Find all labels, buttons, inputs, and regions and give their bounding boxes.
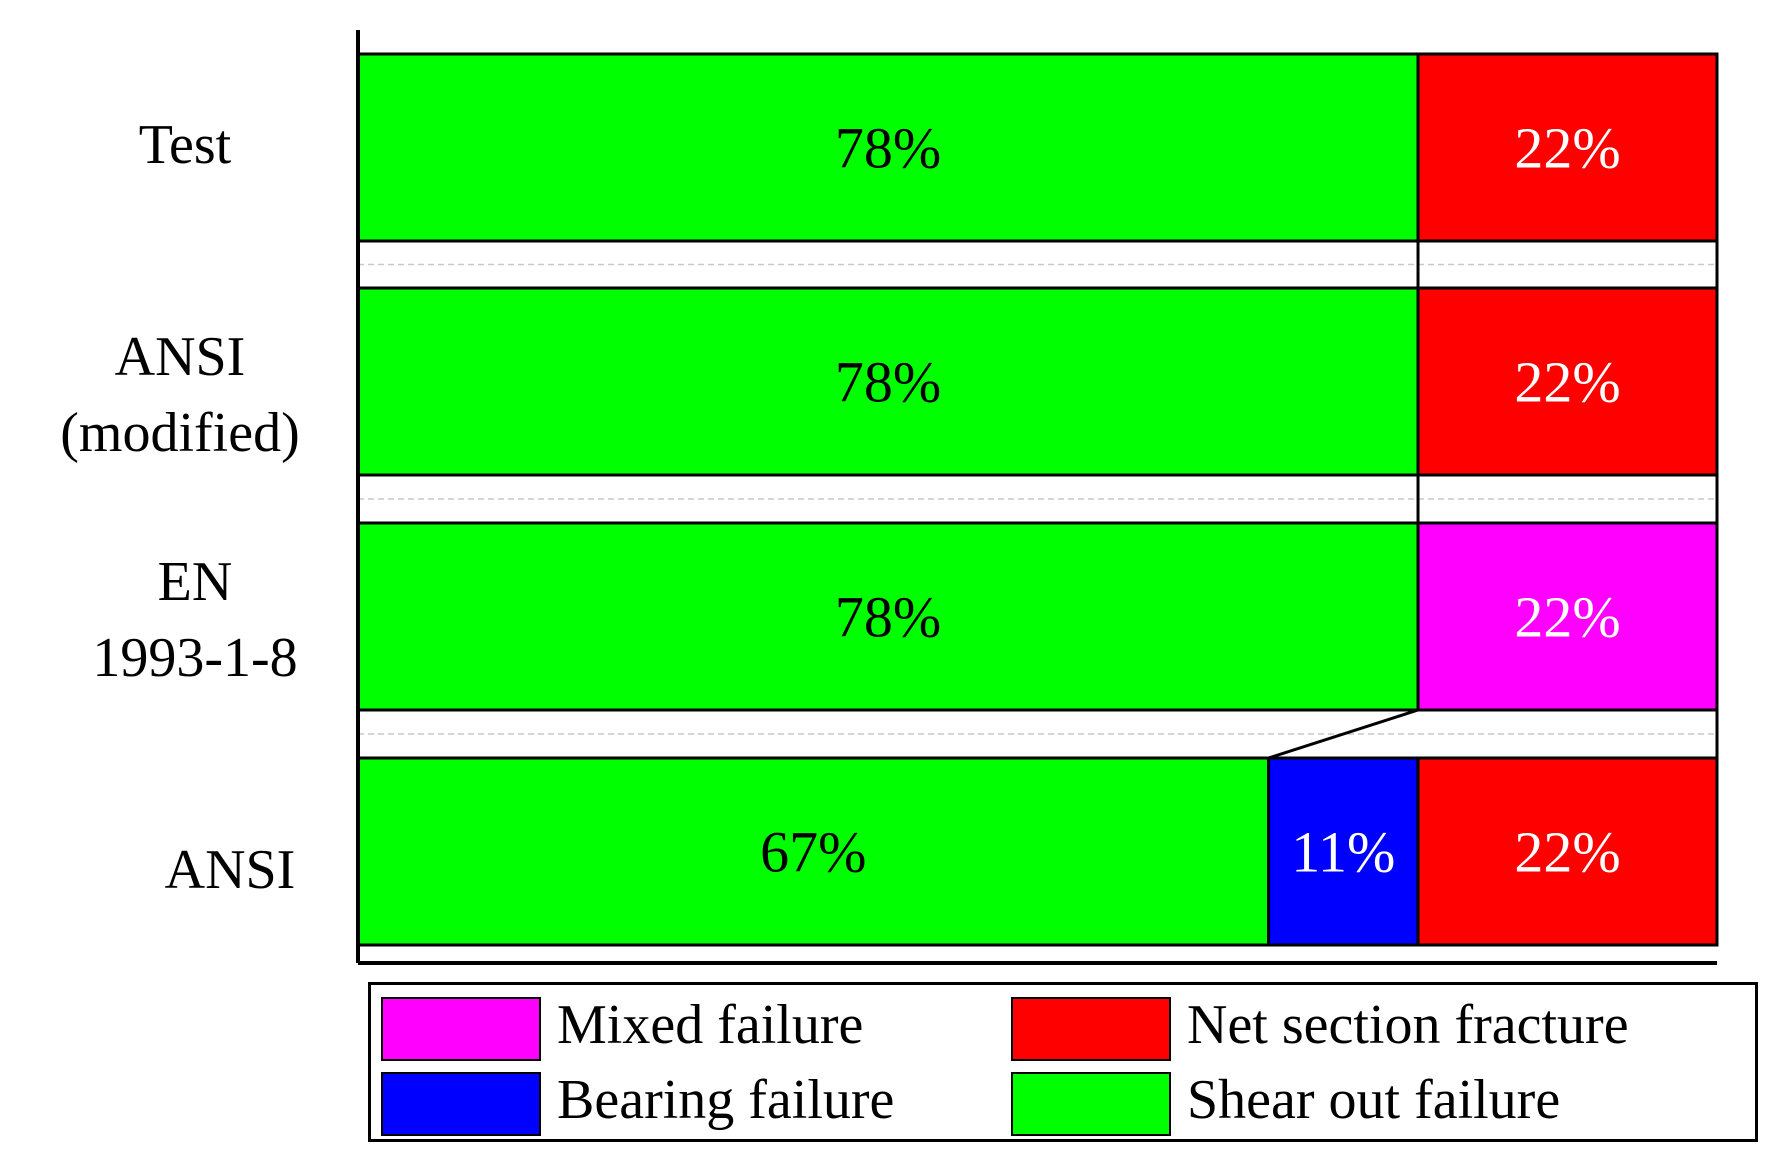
legend: Mixed failure Net section fracture Beari… (368, 982, 1758, 1142)
bar-segment-shear-out-failure (356, 52, 1420, 243)
data-label: 22% (1514, 820, 1620, 885)
data-label: 22% (1514, 350, 1620, 415)
bar-segment-mixed-failure (1416, 521, 1719, 712)
legend-swatch-shear-out (1011, 1072, 1171, 1136)
data-label: 78% (835, 585, 941, 650)
bar-segment-net-section-fracture (1416, 286, 1719, 477)
bar-segment-shear-out-failure (356, 756, 1271, 947)
data-label: 22% (1514, 585, 1620, 650)
data-label: 67% (760, 820, 866, 885)
data-label: 11% (1291, 820, 1395, 885)
legend-swatch-bearing (381, 1072, 541, 1136)
legend-label-shear-out: Shear out failure (1187, 1069, 1561, 1131)
legend-swatch-mixed (381, 997, 541, 1061)
category-label-line: EN (157, 551, 233, 613)
category-label: ANSI (modified) (20, 319, 340, 471)
category-label-line: 1993-1-8 (92, 627, 298, 689)
bar-segment-net-section-fracture (1416, 756, 1719, 947)
legend-swatch-net-section (1011, 997, 1171, 1061)
legend-label-mixed: Mixed failure (557, 994, 864, 1056)
category-label-line: ANSI (114, 326, 246, 388)
data-label: 22% (1514, 116, 1620, 181)
bar-segment-shear-out-failure (356, 286, 1420, 477)
bar-segment-net-section-fracture (1416, 52, 1719, 243)
category-label: Test (100, 107, 270, 183)
category-label-line: (modified) (60, 402, 300, 464)
bar-segment-bearing-failure (1267, 756, 1420, 947)
series-connector (1268, 708, 1419, 760)
data-label: 78% (835, 350, 941, 415)
category-label-line: Test (138, 114, 232, 176)
category-label-line: ANSI (164, 839, 296, 901)
legend-label-bearing: Bearing failure (557, 1069, 895, 1131)
legend-label-net-section: Net section fracture (1187, 994, 1629, 1056)
category-label: EN 1993-1-8 (60, 544, 330, 696)
data-label: 78% (835, 116, 941, 181)
category-label: ANSI (140, 832, 320, 908)
bar-segment-shear-out-failure (356, 521, 1420, 712)
